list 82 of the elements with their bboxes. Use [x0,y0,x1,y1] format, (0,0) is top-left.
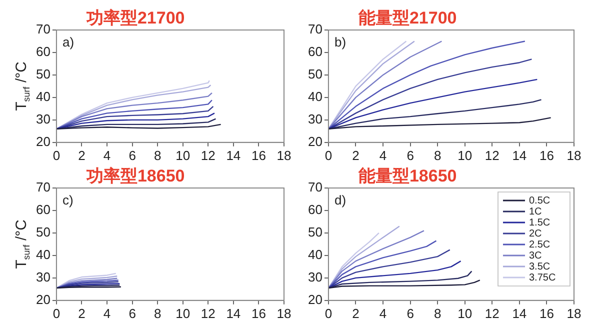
y-tick-label: 30 [36,112,50,126]
x-tick-label: 2 [78,148,86,163]
legend-label: 2.5C [529,239,550,250]
legend-label: 3.75C [529,272,556,284]
x-tick-label: 0 [324,148,332,163]
x-tick-label: 6 [128,148,136,163]
x-tick-label: 8 [154,148,162,163]
x-tick-label: 16 [539,306,554,321]
y-tick-label: 20 [36,134,50,149]
x-tick-label: 0 [52,148,60,163]
x-tick-label: 14 [226,306,241,321]
y-tick-label: 50 [308,66,322,82]
x-tick-label: 2 [78,306,86,321]
chart-title: 功率型21700 [85,8,185,28]
y-tick-label: 40 [36,247,50,262]
x-tick-label: 0 [52,306,60,321]
x-tick-label: 16 [251,148,266,163]
x-tick-label: 6 [406,148,414,163]
legend-label: 3C [529,250,542,262]
x-tick-label: 18 [566,148,582,163]
chart-title: 能量型21700 [358,8,457,28]
legend-label: 0.5C [529,195,550,206]
y-tick-label: 30 [308,270,322,284]
legend-label: 3.5C [529,261,550,272]
y-tick-label: 70 [36,22,50,37]
annotation: a) [62,34,74,50]
y-axis-title: Tsurf /°C [13,61,32,111]
x-tick-label: 10 [458,148,472,163]
x-tick-label: 18 [566,306,582,321]
y-tick-label: 50 [36,224,50,240]
y-tick-label: 30 [36,270,50,284]
x-tick-label: 2 [352,306,360,321]
annotation: c) [62,192,74,208]
y-tick-label: 40 [36,89,50,104]
x-tick-label: 10 [176,148,190,163]
y-tick-label: 20 [308,134,322,149]
y-tick-label: 40 [308,89,322,104]
y-axis-title: Tsurf /°C [13,219,32,269]
y-tick-label: 60 [308,44,322,60]
y-tick-label: 60 [36,202,50,218]
x-tick-label: 6 [128,306,136,321]
y-tick-label: 30 [308,112,322,126]
y-tick-label: 20 [308,292,322,307]
x-tick-label: 12 [484,148,500,163]
x-tick-label: 12 [484,306,500,321]
x-tick-label: 4 [103,306,111,321]
x-tick-label: 4 [379,306,387,321]
y-tick-label: 70 [36,180,50,195]
legend-label: 1C [529,206,542,218]
x-tick-label: 18 [276,306,292,321]
x-tick-label: 16 [539,148,554,163]
x-tick-label: 8 [434,148,442,163]
y-tick-label: 20 [36,292,50,307]
x-tick-label: 8 [154,306,162,321]
annotation: b) [334,34,346,50]
x-tick-label: 14 [512,306,527,321]
x-tick-label: 6 [406,306,414,321]
x-tick-label: 4 [103,148,111,163]
legend-label: 2C [529,228,542,240]
legend-label: 1.5C [529,217,550,228]
y-tick-label: 60 [36,44,50,60]
chart-title: 能量型18650 [358,166,457,186]
x-tick-label: 14 [226,148,241,163]
chart-title: 功率型18650 [85,166,185,186]
y-tick-label: 50 [36,66,50,82]
x-tick-label: 10 [176,306,190,321]
x-tick-label: 2 [352,148,360,163]
x-tick-label: 0 [324,306,332,321]
y-tick-label: 70 [308,180,322,195]
y-tick-label: 50 [308,224,322,240]
y-tick-label: 70 [308,22,322,37]
x-tick-label: 12 [200,148,216,163]
x-tick-label: 8 [434,306,442,321]
x-tick-label: 16 [251,306,266,321]
x-tick-label: 14 [512,148,527,163]
y-tick-label: 60 [308,202,322,218]
x-tick-label: 18 [276,148,292,163]
annotation: d) [334,192,346,208]
x-tick-label: 10 [458,306,472,321]
y-tick-label: 40 [308,247,322,262]
x-tick-label: 12 [200,306,216,321]
x-tick-label: 4 [379,148,387,163]
